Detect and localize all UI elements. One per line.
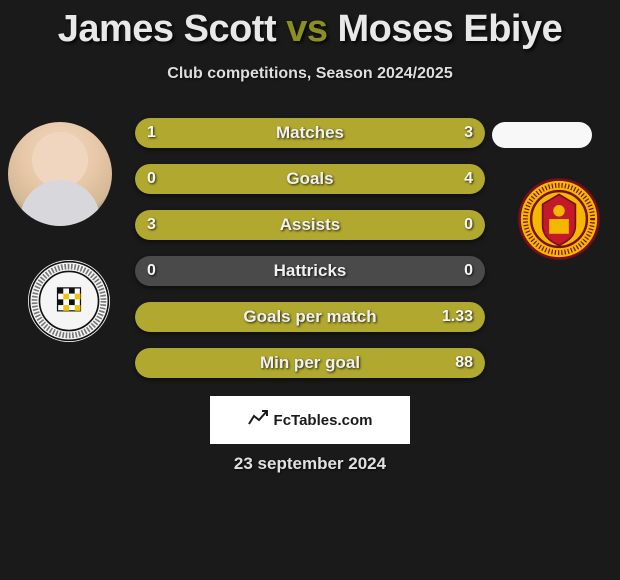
stat-label: Hattricks: [135, 256, 485, 286]
stat-value-right: 0: [464, 256, 473, 286]
stat-row: 1 Matches 3: [135, 118, 485, 148]
player1-name: James Scott: [58, 8, 276, 50]
subtitle: Club competitions, Season 2024/2025: [0, 65, 620, 83]
stat-label: Goals per match: [135, 302, 485, 332]
vs-text: vs: [286, 8, 327, 50]
stats-container: 1 Matches 3 0 Goals 4 3 Assists 0 0 Hatt…: [0, 118, 620, 394]
stat-row: 3 Assists 0: [135, 210, 485, 240]
watermark-text: FcTables.com: [274, 412, 373, 429]
stat-value-right: 1.33: [442, 302, 473, 332]
stat-value-right: 4: [464, 164, 473, 194]
stat-row: 0 Goals 4: [135, 164, 485, 194]
stat-label: Goals: [135, 164, 485, 194]
stat-value-right: 0: [464, 210, 473, 240]
stat-value-right: 88: [455, 348, 473, 378]
stat-row: 0 Hattricks 0: [135, 256, 485, 286]
watermark: FcTables.com: [210, 396, 410, 444]
stat-value-right: 3: [464, 118, 473, 148]
comparison-title: James Scott vs Moses Ebiye: [0, 0, 620, 51]
stat-label: Matches: [135, 118, 485, 148]
stat-row: Goals per match 1.33: [135, 302, 485, 332]
player2-name: Moses Ebiye: [338, 8, 563, 50]
date-text: 23 september 2024: [0, 454, 620, 474]
watermark-icon: [248, 410, 268, 431]
stat-label: Min per goal: [135, 348, 485, 378]
stat-row: Min per goal 88: [135, 348, 485, 378]
stat-label: Assists: [135, 210, 485, 240]
